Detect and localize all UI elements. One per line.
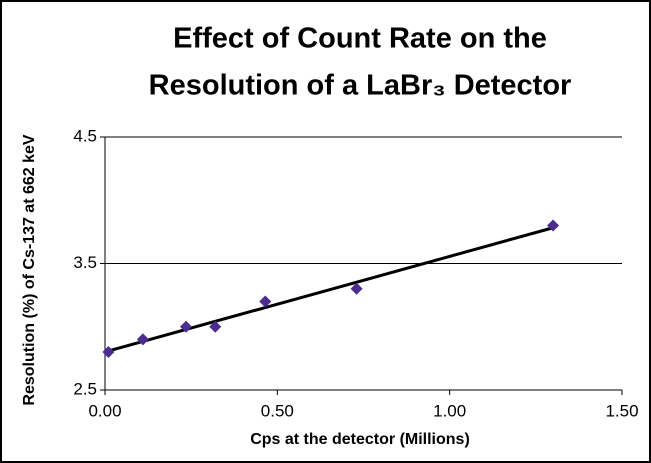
x-tick-label: 1.00 [433,401,466,420]
y-tick-label: 4.5 [73,126,97,145]
point [179,320,192,333]
y-tick-label: 2.5 [73,379,97,398]
y-tick-label: 3.5 [73,253,97,272]
point [259,295,272,308]
trendline [108,226,554,353]
x-tick-label: 1.50 [605,401,638,420]
x-axis-label: Cps at the detector (Millions) [250,431,470,448]
point [102,346,115,359]
point [350,282,363,295]
y-axis-label: Resolution (%) of Cs-137 at 662 keV [21,134,38,406]
chart-title: Effect of Count Rate on the [173,23,547,55]
x-tick-label: 0.00 [88,401,121,420]
point [547,219,560,232]
point [136,333,149,346]
x-tick-label: 0.50 [261,401,294,420]
point [209,320,222,333]
chart-title: Resolution of a LaBr₃ Detector [149,70,572,102]
